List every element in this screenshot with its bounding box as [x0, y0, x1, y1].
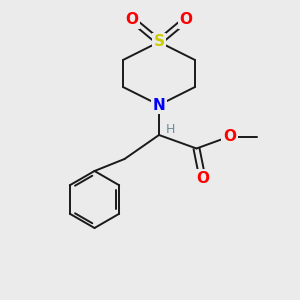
Text: O: O — [196, 171, 209, 186]
Text: O: O — [223, 129, 236, 144]
Text: S: S — [154, 34, 164, 50]
Text: N: N — [153, 98, 165, 112]
Text: O: O — [125, 12, 139, 27]
Text: O: O — [179, 12, 193, 27]
Text: H: H — [166, 123, 175, 136]
